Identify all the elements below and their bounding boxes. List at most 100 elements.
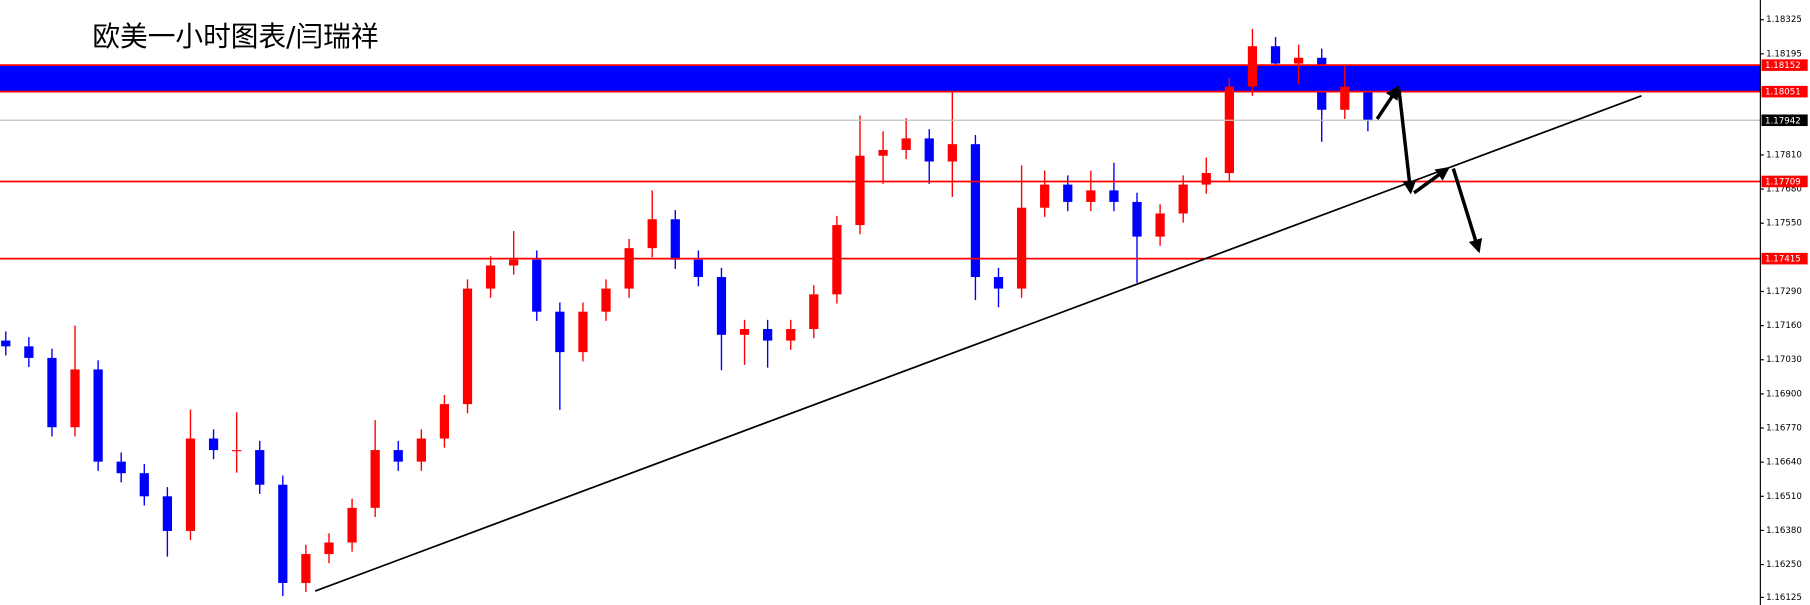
candle-body <box>1155 213 1165 237</box>
y-tick-label: 1.17160 <box>1766 321 1802 331</box>
candle-body <box>1178 184 1188 214</box>
candle-body <box>301 554 311 583</box>
arrows <box>1375 85 1483 254</box>
candle-body <box>578 311 588 353</box>
lines-layer <box>0 64 1761 592</box>
candle-body <box>532 259 542 312</box>
y-tick-label: 1.16510 <box>1766 492 1802 502</box>
y-tick-label: 1.17030 <box>1766 355 1802 365</box>
candle-body <box>855 155 865 226</box>
candle-body <box>93 369 103 462</box>
arrow <box>1413 166 1450 195</box>
candle-body <box>601 288 611 312</box>
candle-body <box>255 450 265 485</box>
y-tick-label: 1.17810 <box>1766 150 1802 160</box>
y-tick-label: 1.16640 <box>1766 458 1802 468</box>
level-label-box <box>1761 85 1808 98</box>
candle-body <box>1040 184 1050 208</box>
candle-body <box>185 438 196 531</box>
y-tick-label: 1.16125 <box>1766 593 1802 603</box>
level-label-box <box>1761 175 1808 188</box>
candle-body <box>555 311 565 353</box>
candle-body <box>416 438 426 462</box>
candle-body <box>1109 190 1119 202</box>
level-label-box <box>1761 114 1808 127</box>
candle-body <box>324 542 334 555</box>
y-tick-label: 1.17680 <box>1766 185 1802 195</box>
candle-body <box>116 461 126 474</box>
level-label-box <box>1761 59 1808 71</box>
candle-body <box>1317 57 1327 110</box>
trendline <box>314 95 1642 592</box>
level-label: 1.18152 <box>1765 61 1801 71</box>
y-tick-label: 1.16770 <box>1766 424 1802 434</box>
y-tick-label: 1.18195 <box>1766 49 1802 59</box>
candle-body <box>393 450 403 462</box>
chart-title: 欧美一小时图表/闫瑞祥 <box>92 20 378 53</box>
candle-body <box>1294 57 1304 64</box>
candle-body <box>670 219 680 260</box>
candle-body <box>70 369 80 428</box>
arrow <box>1375 85 1400 120</box>
candle-body <box>786 329 796 341</box>
price-axis-panel <box>1760 0 1810 605</box>
candle-body <box>924 138 934 162</box>
candle-body <box>509 259 519 266</box>
candle-body <box>232 450 242 452</box>
candle-body <box>947 144 957 162</box>
candle-body <box>439 404 450 439</box>
candle-body <box>347 507 357 543</box>
candle-body <box>1063 184 1073 202</box>
candle-body <box>832 225 842 295</box>
axis-layer: 1.18325 1.18195 1.17810 1.17680 1.17550 1.172… <box>1760 15 1808 603</box>
candle-body <box>1 340 11 347</box>
level-label: 1.17709 <box>1765 178 1801 188</box>
y-tick-label: 1.17290 <box>1766 287 1802 297</box>
candle-body <box>370 450 380 508</box>
candle-body <box>278 484 288 583</box>
candle-body <box>970 144 981 278</box>
candle-body <box>716 277 727 335</box>
arrow <box>1397 89 1417 195</box>
candle-body <box>1224 86 1234 174</box>
level-label: 1.17942 <box>1765 116 1801 126</box>
candle-body <box>462 288 473 405</box>
candle-body <box>139 473 149 497</box>
candle-body <box>1270 46 1281 64</box>
level-label: 1.17415 <box>1765 255 1801 265</box>
candle-body <box>1247 46 1258 87</box>
candle-body <box>485 265 496 289</box>
candle-body <box>763 329 773 341</box>
candle-body <box>162 496 172 531</box>
candle-body <box>1363 86 1373 121</box>
candle-body <box>624 248 634 289</box>
candle-body <box>47 357 57 428</box>
candle-body <box>647 219 657 249</box>
candle-body <box>993 277 1004 289</box>
candle-body <box>739 329 750 335</box>
candle-body <box>1016 207 1027 289</box>
resistance-band <box>0 65 1761 92</box>
candle-body <box>1340 86 1350 110</box>
candle-body <box>901 138 911 150</box>
candle-body <box>693 259 703 278</box>
y-tick-label: 1.16900 <box>1766 389 1802 399</box>
candle-body <box>1086 190 1096 202</box>
y-tick-label: 1.16380 <box>1766 526 1802 536</box>
candles-layer <box>1 28 1373 597</box>
y-tick-label: 1.16250 <box>1766 560 1802 570</box>
candle-body <box>208 438 219 451</box>
candle-body <box>809 294 819 330</box>
band-layer <box>0 65 1761 92</box>
level-label: 1.18051 <box>1765 88 1801 98</box>
candle-body <box>878 149 888 156</box>
level-label-box <box>1761 252 1808 265</box>
candle-body <box>24 346 34 358</box>
candle-body <box>1201 173 1211 185</box>
arrow <box>1451 168 1483 254</box>
y-tick-label: 1.18325 <box>1766 15 1802 25</box>
y-tick-label: 1.17550 <box>1766 219 1802 229</box>
